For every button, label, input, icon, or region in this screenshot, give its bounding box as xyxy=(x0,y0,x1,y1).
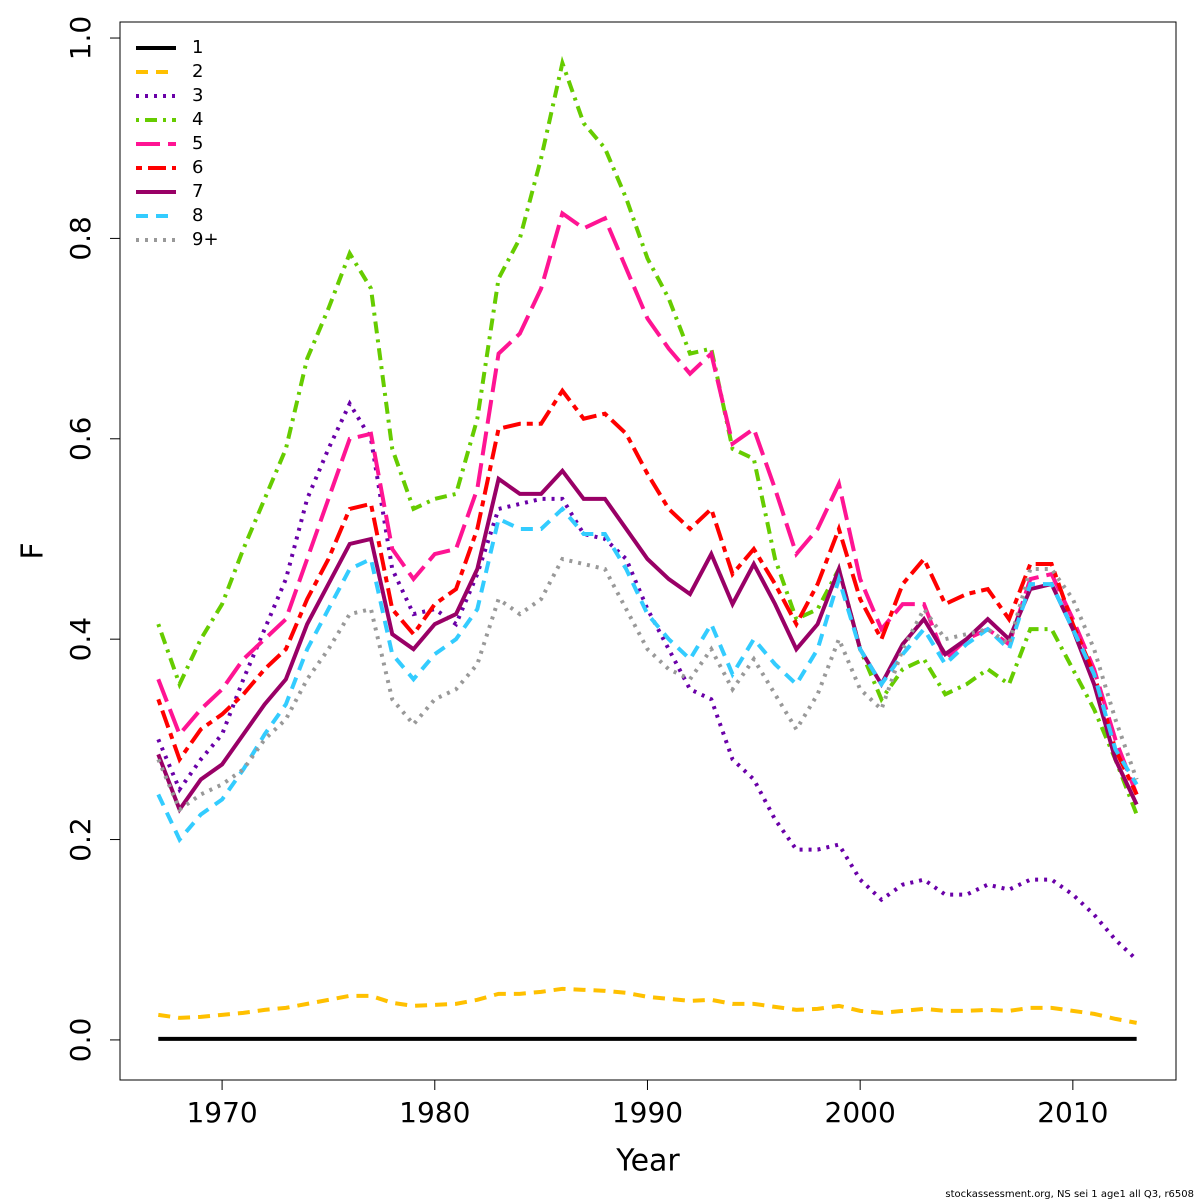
legend-label: 8 xyxy=(192,205,203,226)
legend-label: 2 xyxy=(192,61,203,82)
series-line xyxy=(158,986,1138,1025)
legend-label: 4 xyxy=(192,109,203,130)
x-tick-label: 2000 xyxy=(825,1096,896,1129)
x-tick-label: 2010 xyxy=(1037,1096,1108,1129)
y-tick-label: 1.0 xyxy=(64,16,97,61)
series-line xyxy=(156,467,1139,814)
legend-label: 9+ xyxy=(192,229,219,250)
x-tick-label: 1990 xyxy=(612,1096,683,1129)
x-tick-label: 1980 xyxy=(399,1096,470,1129)
plot-frame xyxy=(119,21,1177,1081)
legend-label: 1 xyxy=(192,37,203,58)
legend-label: 3 xyxy=(192,85,203,106)
y-tick-label: 0.4 xyxy=(64,617,97,662)
x-axis-label: Year xyxy=(615,1144,680,1179)
series-line xyxy=(156,556,1139,813)
y-tick-label: 0.8 xyxy=(64,216,97,261)
series-line xyxy=(156,55,1139,816)
y-tick-label: 0.2 xyxy=(64,817,97,862)
series-line xyxy=(156,387,1139,796)
legend-label: 7 xyxy=(192,181,203,202)
x-tick-label: 1970 xyxy=(186,1096,257,1129)
footnote: stockassessment.org, NS sei 1 age1 all Q… xyxy=(945,1189,1194,1200)
y-tick-label: 0.0 xyxy=(64,1018,97,1063)
legend-label: 5 xyxy=(192,133,203,154)
y-axis-label: F xyxy=(16,542,51,559)
legend-label: 6 xyxy=(192,157,203,178)
series-line xyxy=(156,399,1139,962)
y-tick-label: 0.6 xyxy=(64,417,97,462)
series-line xyxy=(156,210,1139,796)
